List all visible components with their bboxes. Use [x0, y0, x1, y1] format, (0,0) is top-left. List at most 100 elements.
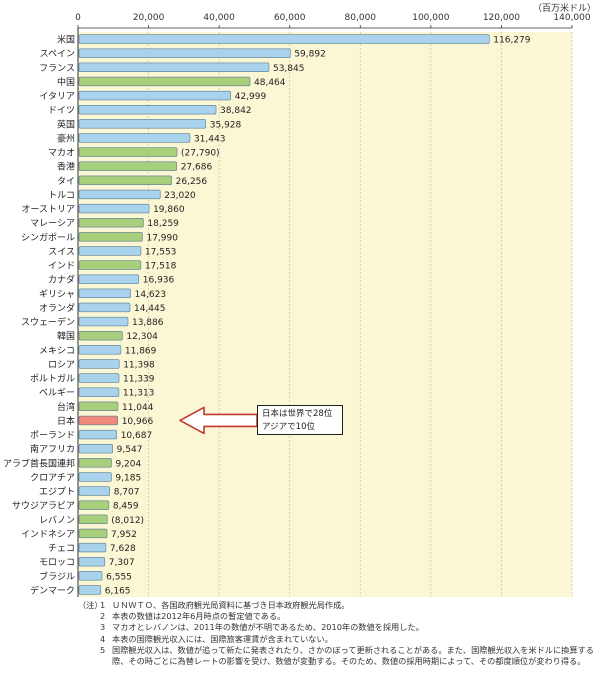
- note-num: 5: [100, 644, 106, 655]
- category-label: 南アフリカ: [30, 443, 75, 455]
- category-label: イタリア: [39, 91, 75, 102]
- bar: [78, 331, 123, 341]
- value-label: (8,012): [111, 516, 144, 526]
- bar: [78, 514, 108, 524]
- value-label: 11,869: [125, 346, 157, 356]
- bar: [78, 500, 110, 510]
- note-num: 3: [100, 622, 106, 633]
- bar: [78, 34, 490, 44]
- x-tick-label: 40,000: [203, 13, 235, 23]
- x-tick-label: 20,000: [133, 13, 165, 23]
- bar: [78, 401, 119, 411]
- bar: [78, 288, 131, 298]
- category-label: ギリシャ: [39, 289, 75, 300]
- value-label: 17,990: [146, 233, 178, 243]
- note-row: 2 本表の数値は2012年6月時点の暫定値である。: [78, 611, 594, 622]
- category-label: インドネシア: [21, 529, 75, 540]
- category-label: 韓国: [57, 331, 75, 342]
- category-label: インド: [48, 262, 75, 272]
- bar-chart: 0 20,000 40,000 60,000 80,000 100,000 120,000 1…: [3, 13, 591, 597]
- bar: [78, 316, 129, 327]
- value-label: 17,553: [145, 247, 177, 257]
- value-label: 59,892: [294, 50, 326, 60]
- category-label: ポルトガル: [30, 374, 75, 385]
- value-label: 11,339: [123, 375, 155, 385]
- category-label: チェコ: [48, 543, 75, 554]
- x-tick-label: 140,000: [553, 13, 590, 23]
- category-label: トルコ: [48, 191, 75, 201]
- bar: [78, 387, 120, 397]
- note-num: 4: [100, 633, 106, 644]
- value-label: 42,999: [235, 92, 267, 102]
- value-label: 19,860: [153, 205, 185, 215]
- category-label: オーストリア: [21, 204, 75, 215]
- bar: [78, 345, 122, 355]
- x-tick-label: 100,000: [412, 13, 449, 23]
- value-label: 27,686: [181, 163, 213, 173]
- value-label: 7,628: [110, 544, 136, 554]
- note-row: 3 マカオとレバノンは、2011年の数値が不明であるため、2010年の数値を採用…: [78, 622, 594, 633]
- value-label: 6,165: [105, 586, 131, 596]
- bar: [78, 542, 107, 553]
- bar: [78, 486, 111, 496]
- bar: [78, 528, 108, 539]
- value-label: 9,204: [115, 459, 141, 469]
- value-label: 10,687: [121, 431, 152, 441]
- note-num: 1: [100, 600, 106, 610]
- notes: （注） 1 ＵＮＷＴＯ、各国政府観光局資料に基づき日本政府観光局作成。 2 本表…: [78, 600, 594, 667]
- category-label: スイス: [48, 247, 75, 257]
- value-label: 14,445: [134, 304, 166, 314]
- category-label: サウジアラビア: [12, 501, 75, 512]
- category-label: ポーランド: [30, 430, 75, 441]
- value-label: 10,966: [122, 417, 154, 427]
- category-label: タイ: [57, 176, 75, 187]
- note-text: 本表の国際観光収入には、国際旅客運賃が含まれていない。: [112, 633, 333, 644]
- value-label: 16,936: [143, 276, 175, 286]
- value-label: 18,259: [147, 219, 179, 229]
- category-label: モロッコ: [39, 558, 75, 568]
- bar: [78, 90, 232, 101]
- note-text: マカオとレバノンは、2011年の数値が不明であるため、2010年の数値を採用した…: [112, 622, 424, 633]
- category-label: マカオ: [48, 148, 75, 159]
- value-label: 7,952: [111, 530, 137, 540]
- category-label: ベルギー: [39, 388, 75, 399]
- bar: [78, 203, 150, 214]
- bar: [78, 246, 142, 256]
- bar: [78, 260, 142, 270]
- value-label: 8,707: [114, 488, 140, 498]
- value-label: 11,313: [123, 389, 155, 399]
- bar: [78, 444, 113, 454]
- value-label: 7,307: [109, 558, 135, 568]
- category-label: 中国: [57, 76, 75, 88]
- bar: [78, 302, 131, 313]
- category-label: レバノン: [39, 515, 75, 526]
- bar: [78, 76, 251, 87]
- category-label: ブラジル: [39, 570, 75, 582]
- bar: [78, 373, 120, 383]
- value-label: 11,044: [122, 403, 154, 413]
- note-text: 国際観光収入は、数値が追って新たに発表されたり、さかのぼって更新されることがある…: [112, 644, 594, 667]
- plot-background: [78, 32, 572, 597]
- bar: [78, 274, 140, 284]
- value-label: 31,443: [194, 134, 226, 144]
- bar: [78, 359, 120, 369]
- value-label: 23,020: [164, 191, 196, 201]
- bar: [78, 458, 112, 468]
- bar: [78, 585, 102, 595]
- category-label: メキシコ: [39, 346, 75, 356]
- callout-line-1: 日本は世界で28位: [262, 409, 333, 419]
- unit-label: （百万米ドル）: [532, 4, 596, 14]
- value-label: 35,928: [210, 120, 242, 130]
- category-label: 米国: [57, 34, 75, 46]
- category-label: スウェーデン: [21, 316, 75, 328]
- value-label: 48,464: [254, 78, 286, 88]
- notes-head: （注）: [78, 600, 103, 610]
- value-label: 9,185: [115, 473, 141, 483]
- bar: [78, 218, 144, 228]
- bar: [78, 133, 191, 143]
- value-label: 17,518: [145, 262, 177, 272]
- bar: [78, 189, 161, 200]
- bar: [78, 415, 118, 426]
- category-label: ドイツ: [48, 106, 75, 116]
- category-label: 英国: [57, 118, 75, 130]
